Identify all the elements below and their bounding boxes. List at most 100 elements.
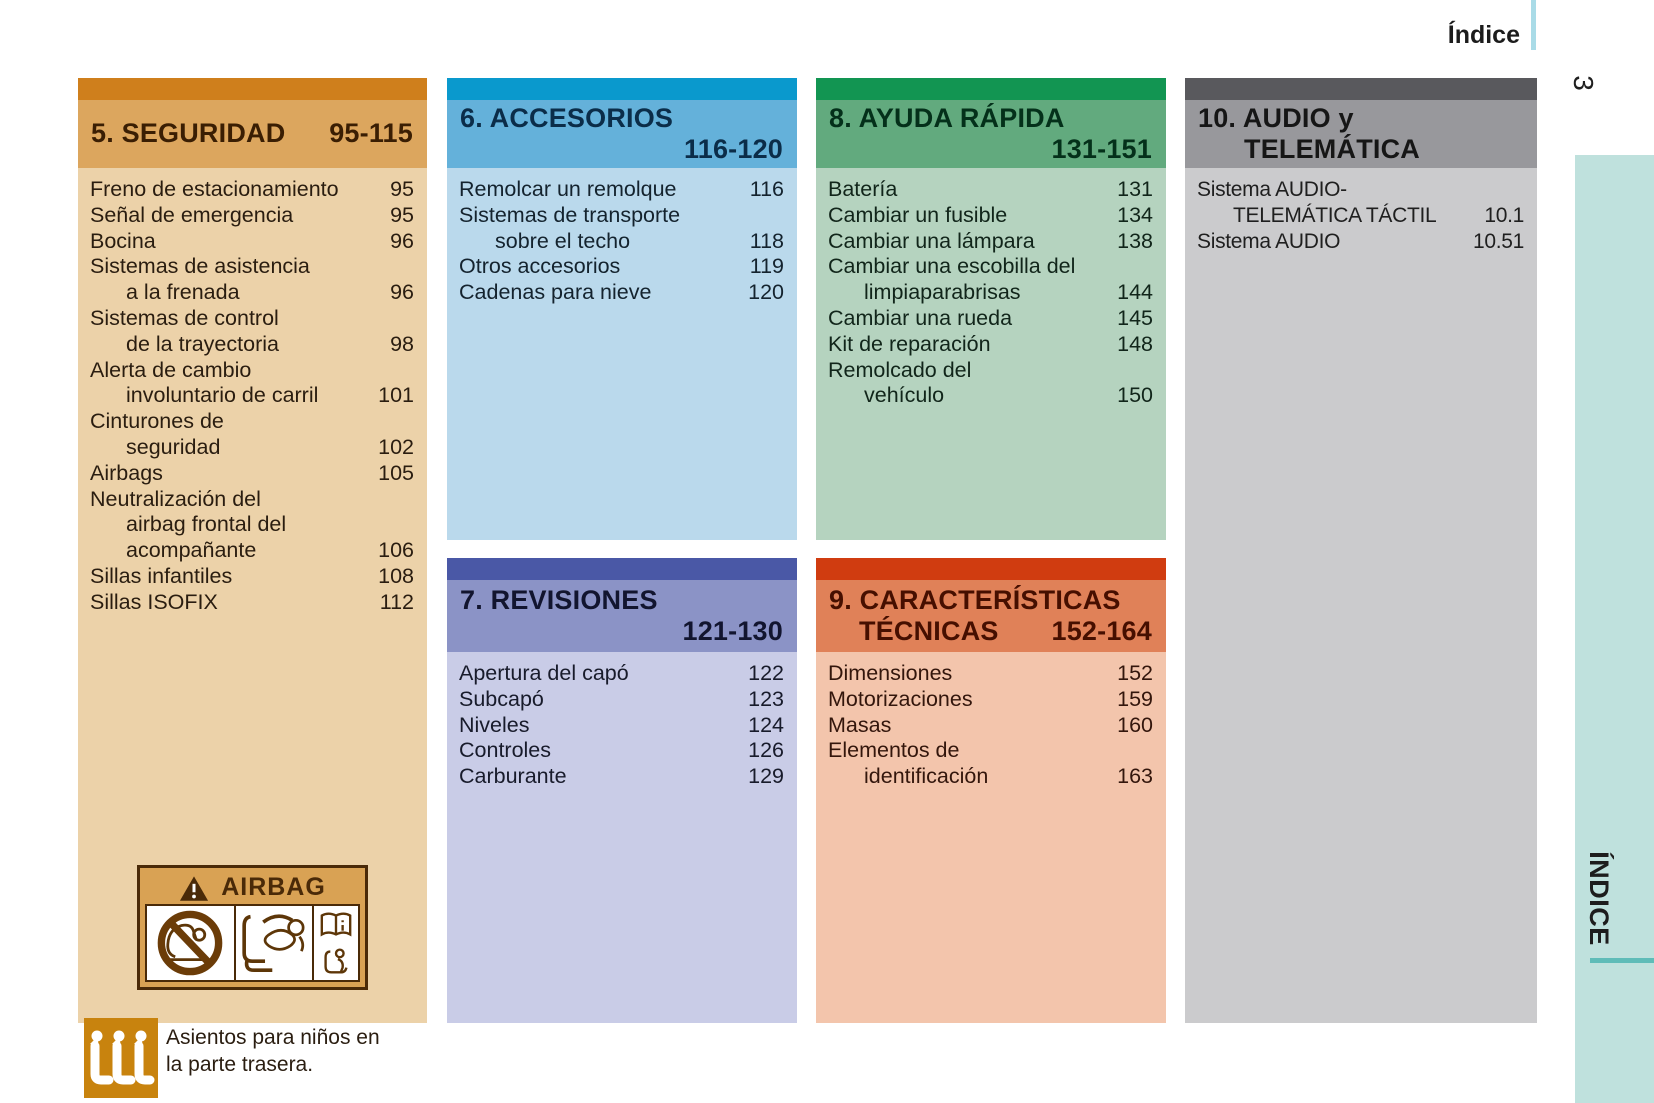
toc-item: Sistemas de transporte sobre el techo 118 — [459, 203, 784, 255]
toc-item-page: 119 — [749, 254, 784, 279]
child-seats-note-line2: la parte trasera. — [166, 1053, 314, 1076]
section-body: Remolcar un remolque 116 Sistemas de trans… — [447, 168, 797, 540]
toc-item-page: 96 — [390, 228, 414, 253]
toc-item: Sillas infantiles 108 — [90, 564, 414, 590]
toc-item-label: Cambiar un fusible — [828, 202, 1008, 227]
toc-item: Elementos de identificación 163 — [828, 738, 1153, 790]
section-body: Dimensiones 152 Motorizaciones 159 Masas 160 E… — [816, 652, 1166, 1023]
toc-item: Airbags 105 — [90, 461, 414, 487]
toc-item: Sistema AUDIO- TELEMÁTICA TÁCTIL 10.1 — [1197, 177, 1524, 229]
header-tick-line — [1531, 0, 1536, 50]
toc-item: Controles 126 — [459, 738, 784, 764]
toc-item-page: 96 — [390, 280, 414, 305]
airbag-label-title: AIRBAG — [221, 873, 326, 902]
toc-item-page: 152 — [1117, 661, 1153, 685]
toc-item: Cambiar una lámpara 138 — [828, 229, 1153, 255]
section-title-line2: TÉCNICAS — [859, 616, 999, 646]
toc-item-label: Cambiar una lámpara — [828, 228, 1035, 253]
toc-item: Sistemas de control de la trayectoria 98 — [90, 306, 414, 358]
toc-item: Neutralización del airbag frontal del acom… — [90, 487, 414, 564]
toc-item-label: Sillas infantiles — [90, 563, 233, 588]
section-color-bar — [816, 78, 1166, 100]
toc-item-page: 95 — [390, 177, 414, 201]
toc-item-label: Dimensiones — [828, 661, 953, 685]
toc-item-page: 163 — [1117, 764, 1153, 789]
toc-item-page: 102 — [378, 434, 414, 459]
toc-item-label: Masas — [828, 712, 892, 737]
toc-item: Cadenas para nieve 120 — [459, 280, 784, 306]
toc-item: Cambiar una rueda 145 — [828, 306, 1153, 332]
toc-item-label: Bocina — [90, 228, 156, 253]
toc-item-label: Apertura del capó — [459, 661, 629, 685]
section-color-bar — [447, 558, 797, 580]
toc-item-page: 101 — [378, 383, 414, 408]
toc-item: Motorizaciones 159 — [828, 687, 1153, 713]
section-panel-audio-telematica: 10. AUDIO y TELEMÁTICA Sistema AUDIO- TEL… — [1185, 78, 1537, 1023]
section-toc-list: Sistema AUDIO- TELEMÁTICA TÁCTIL 10.1 Siste… — [1197, 177, 1524, 254]
index-side-tab — [1575, 155, 1654, 1103]
airbag-label-header: AIRBAG — [145, 872, 360, 904]
toc-item-label: Sillas ISOFIX — [90, 589, 218, 614]
section-toc-list: Batería 131 Cambiar un fusible 134 Cambiar u… — [828, 177, 1153, 409]
section-toc-list: Remolcar un remolque 116 Sistemas de trans… — [459, 177, 784, 306]
toc-item: Masas 160 — [828, 713, 1153, 739]
toc-item-label: Señal de emergencia — [90, 202, 294, 227]
toc-item-label: Otros accesorios — [459, 254, 621, 279]
toc-item-page: 10.1 — [1484, 203, 1524, 227]
toc-item: Kit de reparación 148 — [828, 332, 1153, 358]
section-toc-list: Freno de estacionamiento 95 Señal de emerg… — [90, 177, 414, 616]
toc-item-page: 159 — [1117, 686, 1153, 711]
toc-item-label: Cambiar una escobilla del limpiaparabrisa… — [828, 254, 1076, 305]
toc-item-label: Remolcar un remolque — [459, 177, 677, 201]
toc-item: Remolcar un remolque 116 — [459, 177, 784, 203]
section-header: 5. SEGURIDAD 95-115 — [78, 100, 427, 168]
toc-item-label: Motorizaciones — [828, 686, 973, 711]
section-panel-accesorios: 6. ACCESORIOS 116-120 Remolcar un remolq… — [447, 78, 797, 540]
toc-item-page: 148 — [1117, 331, 1153, 356]
section-page-range: 152-164 — [1051, 616, 1152, 646]
toc-item-label: Freno de estacionamiento — [90, 177, 339, 201]
child-seats-note-line1: Asientos para niños en — [166, 1026, 380, 1049]
toc-item: Subcapó 123 — [459, 687, 784, 713]
toc-item: Dimensiones 152 — [828, 661, 1153, 687]
section-panel-revisiones: 7. REVISIONES 121-130 Apertura del capó 1… — [447, 558, 797, 1023]
airbag-warning-label: AIRBAG — [137, 865, 368, 990]
section-body: Apertura del capó 122 Subcapó 123 Niveles 124… — [447, 652, 797, 1023]
toc-item: Sistemas de asistencia a la frenada 96 — [90, 254, 414, 306]
toc-item: Freno de estacionamiento 95 — [90, 177, 414, 203]
toc-item-label: Kit de reparación — [828, 331, 991, 356]
section-title: 8. AYUDA RÁPIDA — [829, 103, 1065, 133]
section-color-bar — [1185, 78, 1537, 100]
toc-item-page: 106 — [378, 538, 414, 563]
section-header: 8. AYUDA RÁPIDA 131-151 — [816, 100, 1166, 168]
section-header: 7. REVISIONES 121-130 — [447, 580, 797, 652]
toc-item: Cinturones de seguridad 102 — [90, 409, 414, 461]
section-toc-list: Dimensiones 152 Motorizaciones 159 Masas 160 E… — [828, 661, 1153, 790]
section-panel-caracteristicas-tecnicas: 9. CARACTERÍSTICAS TÉCNICAS 152-164 Dime… — [816, 558, 1166, 1023]
toc-item: Cambiar un fusible 134 — [828, 203, 1153, 229]
section-color-bar — [816, 558, 1166, 580]
toc-item-label: Airbags — [90, 460, 163, 485]
toc-item: Sistema AUDIO 10.51 — [1197, 229, 1524, 255]
toc-item: Sillas ISOFIX 112 — [90, 590, 414, 616]
manual-reference-icon — [314, 906, 358, 980]
toc-item-page: 134 — [1117, 202, 1153, 227]
toc-item-label: Niveles — [459, 712, 530, 737]
toc-item-page: 118 — [749, 228, 784, 253]
toc-item-label: Sistema AUDIO — [1197, 229, 1341, 253]
toc-item-page: 122 — [748, 661, 784, 685]
section-color-bar — [78, 78, 427, 100]
section-header: 6. ACCESORIOS 116-120 — [447, 100, 797, 168]
section-title-line2: TELEMÁTICA — [1244, 134, 1420, 164]
toc-item-page: 105 — [378, 460, 414, 485]
child-seats-rear-icon — [84, 1018, 158, 1098]
toc-item-label: Batería — [828, 177, 898, 201]
section-body: Batería 131 Cambiar un fusible 134 Cambiar u… — [816, 168, 1166, 540]
toc-item-label: Neutralización del airbag frontal del acom… — [90, 486, 287, 563]
toc-item-page: 145 — [1117, 305, 1153, 330]
toc-item-page: 138 — [1117, 228, 1153, 253]
toc-item-page: 98 — [390, 331, 414, 356]
toc-item: Carburante 129 — [459, 764, 784, 790]
toc-item-page: 10.51 — [1472, 229, 1524, 253]
toc-item-page: 131 — [1117, 177, 1153, 201]
